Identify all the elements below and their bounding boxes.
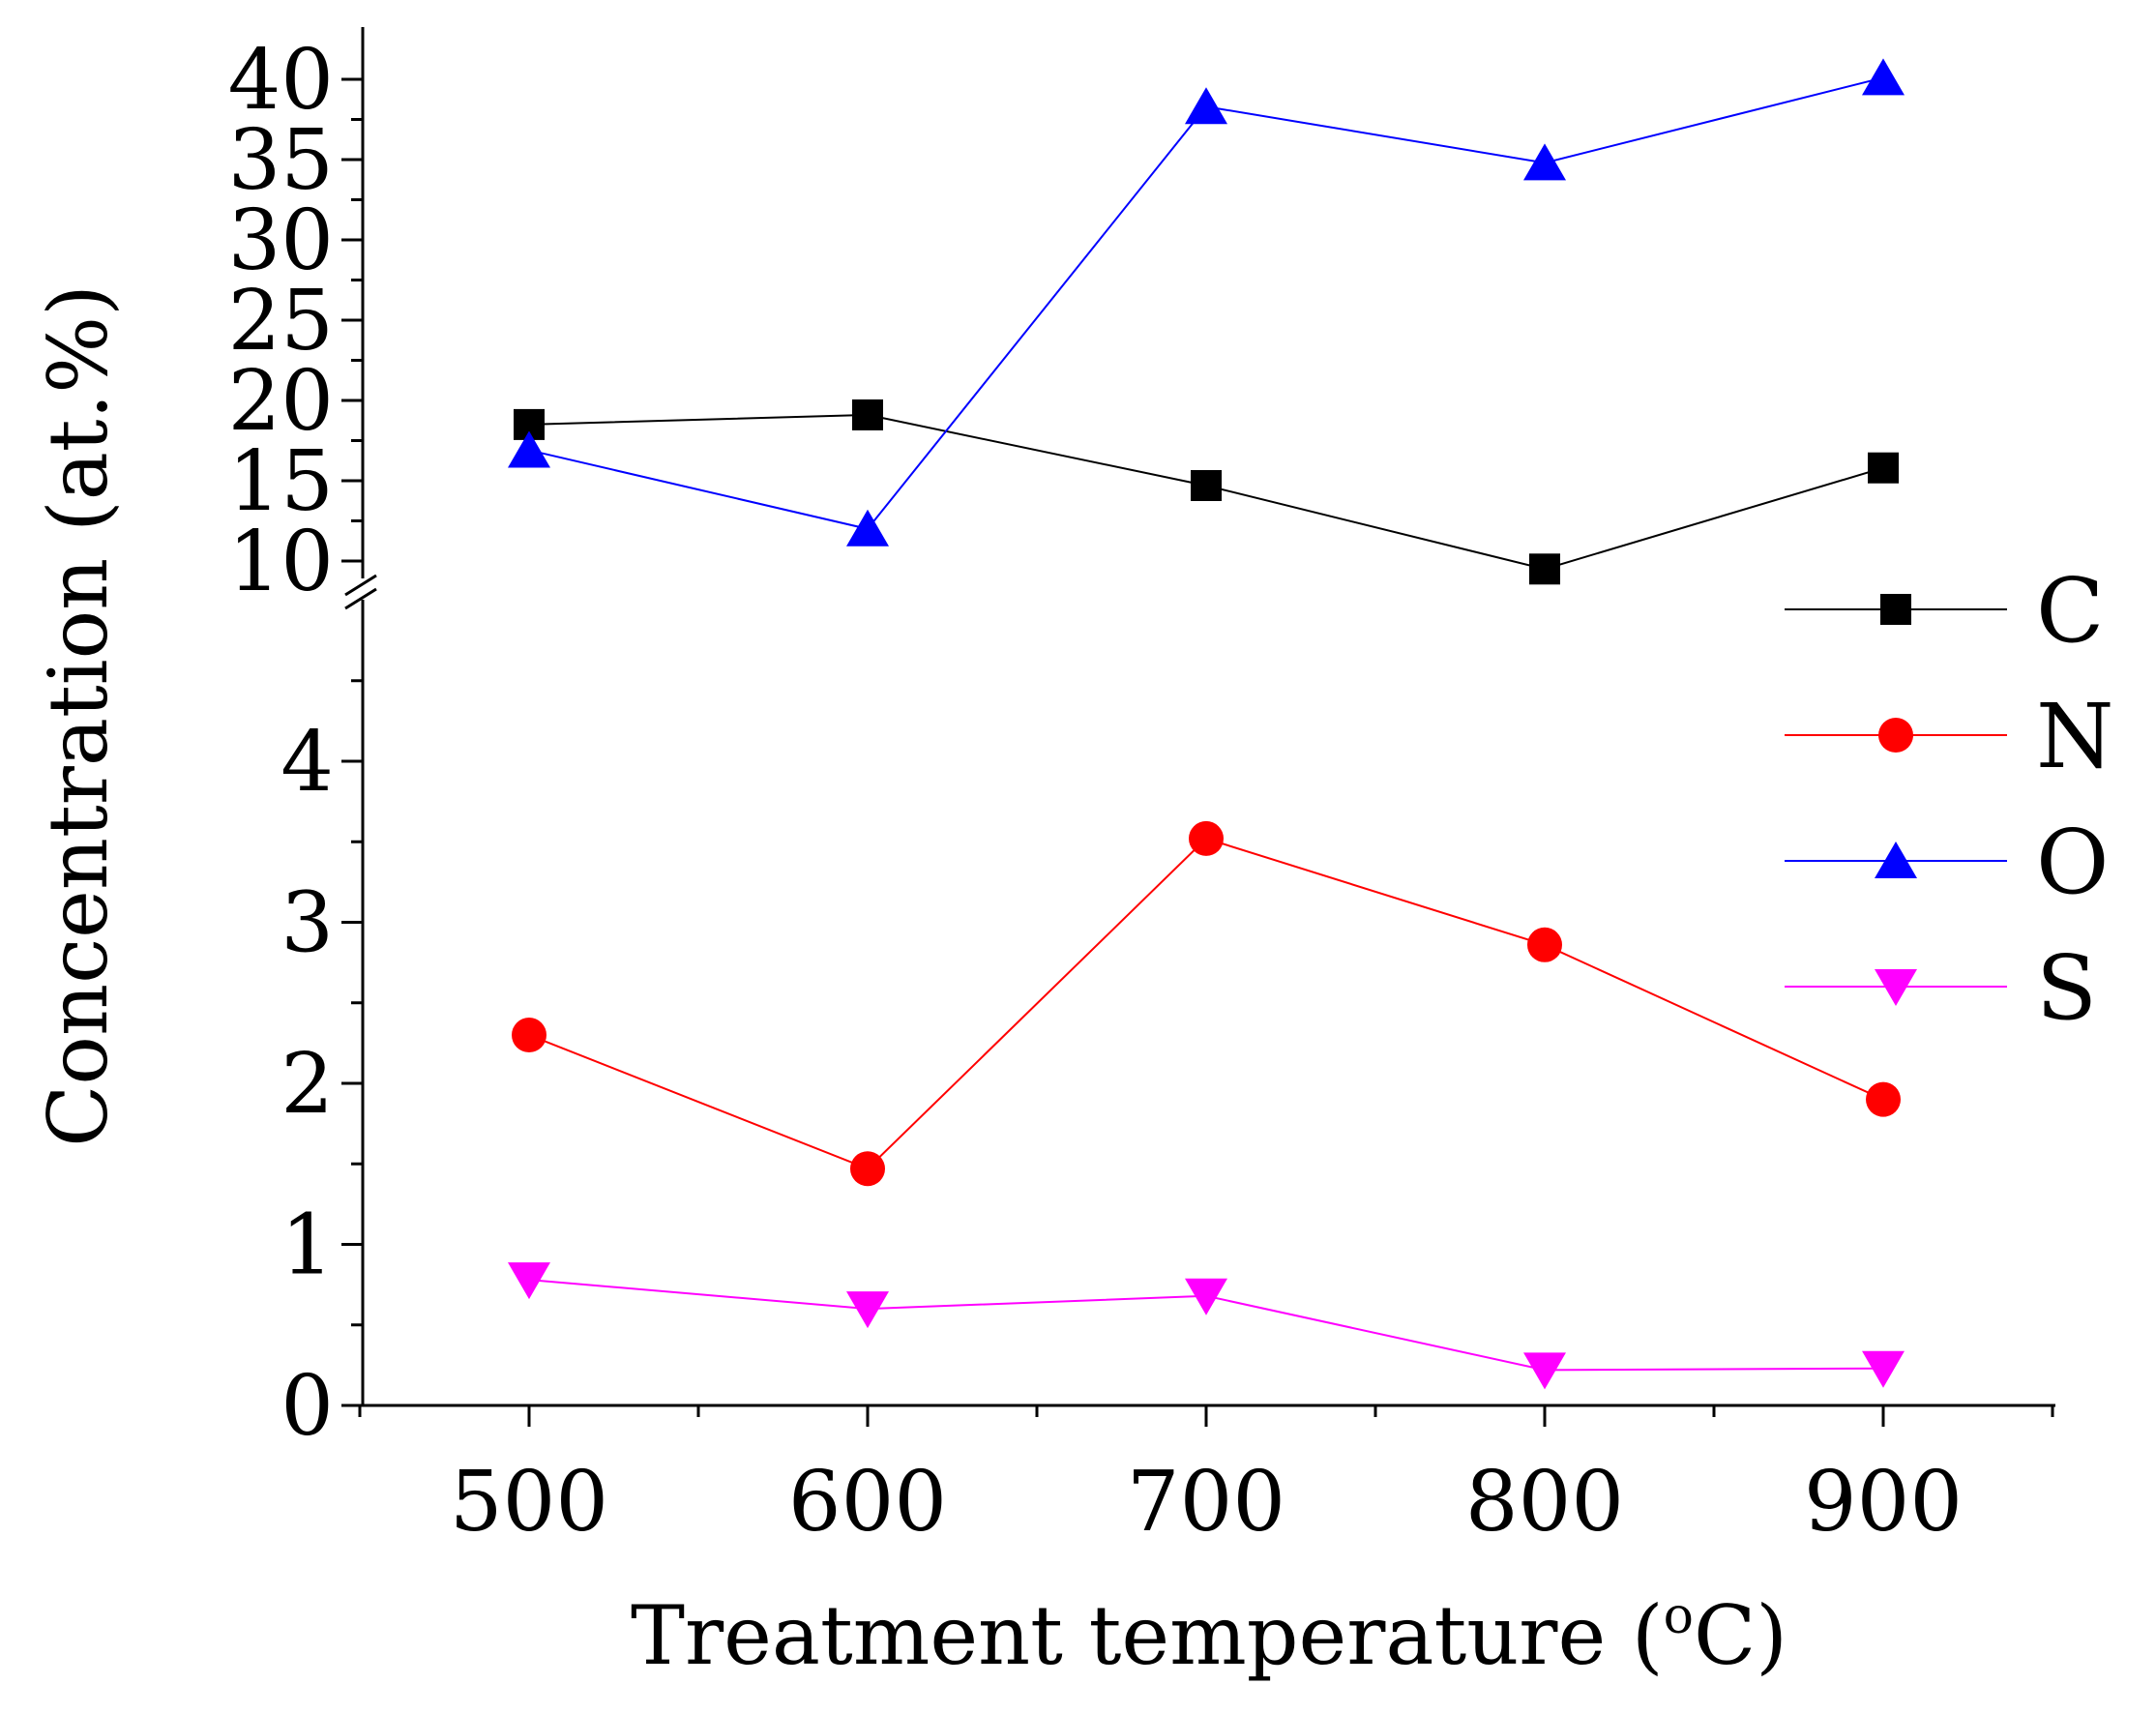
x-tick-label: 600 (788, 1454, 947, 1551)
series-line-o (528, 76, 1884, 530)
data-point-c (1191, 469, 1222, 501)
data-point-n (1866, 1081, 1901, 1117)
data-point-o (1185, 87, 1227, 125)
y-tick-label: 1 (281, 1197, 334, 1294)
data-point-n (512, 1018, 546, 1053)
data-point-o (1523, 143, 1566, 181)
legend-label-n: N (2036, 685, 2114, 788)
data-point-c (1529, 553, 1560, 585)
y-tick-label: 40 (228, 32, 334, 129)
legend-label-c: C (2036, 559, 2104, 663)
data-point-n (1527, 927, 1562, 962)
x-axis-title: Treatment temperature (oC) (631, 1587, 1787, 1683)
y-tick-label: 35 (228, 112, 334, 209)
y-tick-label: 0 (281, 1358, 334, 1455)
series-s (508, 1262, 1905, 1390)
series-layer (508, 58, 1905, 1390)
legend-item-n: N (1785, 685, 2114, 788)
x-axis-title-superscript: o (1664, 1587, 1694, 1645)
legend-marker-n (1878, 718, 1913, 753)
legend-label-o: O (2036, 811, 2109, 914)
series-o (508, 58, 1905, 547)
x-axis-title-unit: C) (1694, 1588, 1787, 1683)
y-tick-label: 10 (228, 514, 334, 610)
legend-label-s: S (2036, 936, 2097, 1040)
series-c (514, 399, 1899, 585)
data-point-c (852, 399, 883, 430)
y-tick-label: 20 (228, 353, 334, 450)
data-point-n (1189, 820, 1224, 856)
axis-break-mark (344, 574, 377, 597)
series-line-n (528, 837, 1884, 1170)
y-axis-title: Concentration (at.%) (31, 284, 126, 1147)
legend-marker-s (1875, 969, 1917, 1006)
data-point-n (850, 1151, 885, 1187)
legend-item-o: O (1785, 811, 2109, 914)
data-point-s (846, 1291, 889, 1329)
legend-marker-c (1880, 594, 1911, 625)
y-tick-label: 2 (281, 1036, 334, 1133)
axis-break-mark (344, 587, 377, 610)
data-point-o (846, 509, 889, 547)
x-axis-title-main: Treatment temperature ( (631, 1588, 1664, 1683)
x-tick-label: 500 (450, 1454, 608, 1551)
legend-marker-o (1875, 842, 1917, 878)
data-point-s (1185, 1278, 1227, 1315)
x-tick-label: 900 (1804, 1454, 1963, 1551)
data-point-s (1523, 1352, 1566, 1390)
data-point-s (508, 1262, 550, 1300)
data-point-o (1862, 58, 1905, 96)
y-tick-label: 25 (228, 273, 334, 369)
legend-item-s: S (1785, 936, 2097, 1040)
series-n (512, 820, 1901, 1187)
data-point-o (508, 430, 550, 468)
x-tick-label: 700 (1127, 1454, 1285, 1551)
y-tick-label: 4 (281, 714, 334, 811)
legend-item-c: C (1785, 559, 2104, 663)
data-point-s (1862, 1350, 1905, 1388)
y-tick-label: 30 (228, 192, 334, 289)
data-point-c (1868, 452, 1899, 484)
y-tick-label: 3 (281, 875, 334, 972)
x-tick-label: 800 (1465, 1454, 1624, 1551)
y-tick-label: 15 (228, 433, 334, 530)
